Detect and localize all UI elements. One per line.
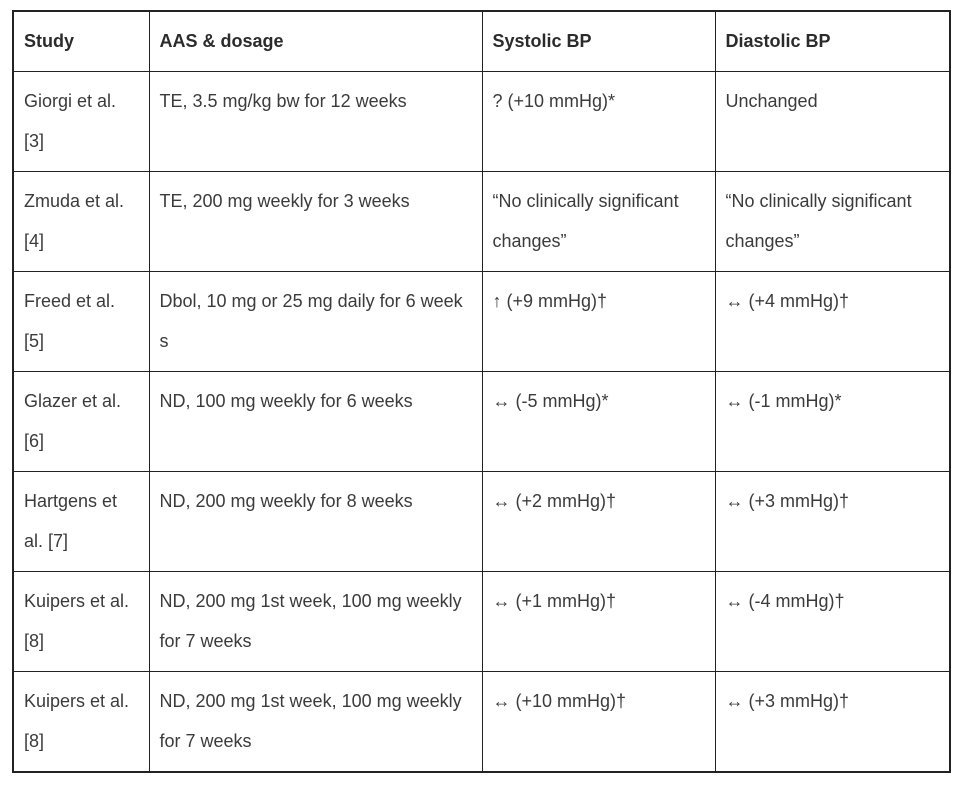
cell-systolic-bp: ↔ (-5 mmHg)*	[481, 371, 716, 472]
studies-table-container: Study AAS & dosage Systolic BP Diastolic…	[12, 10, 951, 773]
column-header-diastolic-bp: Diastolic BP	[714, 10, 951, 72]
table-row: Freed et al. [5] Dbol, 10 mg or 25 mg da…	[12, 271, 951, 372]
cell-study: Glazer et al. [6]	[12, 371, 150, 472]
cell-aas-dosage: Dbol, 10 mg or 25 mg daily for 6 weeks	[148, 271, 483, 372]
cell-aas-dosage: TE, 3.5 mg/kg bw for 12 weeks	[148, 71, 483, 172]
cell-systolic-bp: ↔ (+1 mmHg)†	[481, 571, 716, 672]
cell-aas-dosage: TE, 200 mg weekly for 3 weeks	[148, 171, 483, 272]
cell-systolic-bp: “No clinically significant changes”	[481, 171, 716, 272]
table-header: Study AAS & dosage Systolic BP Diastolic…	[12, 10, 951, 72]
cell-diastolic-bp: ↔ (-4 mmHg)†	[714, 571, 951, 672]
table-row: Zmuda et al. [4] TE, 200 mg weekly for 3…	[12, 171, 951, 272]
column-header-study: Study	[12, 10, 150, 72]
cell-aas-dosage: ND, 100 mg weekly for 6 weeks	[148, 371, 483, 472]
table-row: Kuipers et al. [8] ND, 200 mg 1st week, …	[12, 671, 951, 773]
column-header-systolic-bp: Systolic BP	[481, 10, 716, 72]
table-row: Giorgi et al. [3] TE, 3.5 mg/kg bw for 1…	[12, 71, 951, 172]
cell-systolic-bp: ↔ (+10 mmHg)†	[481, 671, 716, 773]
cell-diastolic-bp: “No clinically significant changes”	[714, 171, 951, 272]
header-row: Study AAS & dosage Systolic BP Diastolic…	[12, 10, 951, 72]
cell-aas-dosage: ND, 200 mg 1st week, 100 mg weekly for 7…	[148, 671, 483, 773]
table-row: Glazer et al. [6] ND, 100 mg weekly for …	[12, 371, 951, 472]
cell-aas-dosage: ND, 200 mg weekly for 8 weeks	[148, 471, 483, 572]
cell-systolic-bp: ↔ (+2 mmHg)†	[481, 471, 716, 572]
table-body: Giorgi et al. [3] TE, 3.5 mg/kg bw for 1…	[12, 71, 951, 773]
cell-diastolic-bp: ↔ (+4 mmHg)†	[714, 271, 951, 372]
cell-aas-dosage: ND, 200 mg 1st week, 100 mg weekly for 7…	[148, 571, 483, 672]
cell-systolic-bp: ? (+10 mmHg)*	[481, 71, 716, 172]
cell-diastolic-bp: ↔ (-1 mmHg)*	[714, 371, 951, 472]
cell-study: Hartgens et al. [7]	[12, 471, 150, 572]
cell-study: Kuipers et al. [8]	[12, 671, 150, 773]
table-row: Kuipers et al. [8] ND, 200 mg 1st week, …	[12, 571, 951, 672]
column-header-aas-dosage: AAS & dosage	[148, 10, 483, 72]
cell-study: Freed et al. [5]	[12, 271, 150, 372]
cell-diastolic-bp: ↔ (+3 mmHg)†	[714, 471, 951, 572]
studies-table: Study AAS & dosage Systolic BP Diastolic…	[12, 10, 951, 773]
cell-study: Zmuda et al. [4]	[12, 171, 150, 272]
cell-diastolic-bp: Unchanged	[714, 71, 951, 172]
table-row: Hartgens et al. [7] ND, 200 mg weekly fo…	[12, 471, 951, 572]
cell-study: Giorgi et al. [3]	[12, 71, 150, 172]
cell-systolic-bp: ↑ (+9 mmHg)†	[481, 271, 716, 372]
cell-study: Kuipers et al. [8]	[12, 571, 150, 672]
cell-diastolic-bp: ↔ (+3 mmHg)†	[714, 671, 951, 773]
